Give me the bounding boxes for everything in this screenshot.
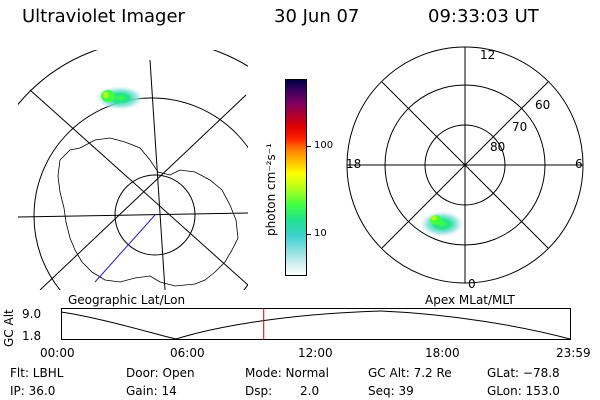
colorbar-unit-label: photon cm⁻²s⁻¹ [264, 143, 278, 236]
apex-polar-map [346, 46, 584, 284]
time-label: 09:33:03 UT [428, 6, 539, 27]
info-gcalt: GC Alt: 7.2 Re [368, 366, 452, 380]
antarctica-coastline [57, 137, 239, 287]
altitude-curve [60, 310, 571, 340]
apex-label-lat-80: 80 [490, 140, 506, 154]
colorbar [285, 79, 307, 276]
altitude-timeline [60, 308, 571, 340]
apex-label-mlt-12: 12 [480, 48, 496, 62]
instrument-title: Ultraviolet Imager [22, 6, 185, 27]
apex-panel-label: Apex MLat/MLT [425, 293, 515, 307]
timeline-ymin: 1.8 [22, 329, 42, 343]
geo-meridian [149, 59, 166, 290]
colorbar-tick-10 [306, 234, 311, 235]
geo-parallel [18, 212, 248, 218]
colorbar-tick-100 [306, 146, 311, 147]
apex-diag-2 [381, 81, 549, 249]
timeline-tick-0600: 06:00 [170, 346, 205, 360]
geo-diag-2 [39, 94, 247, 290]
info-door: Door: Open [126, 366, 195, 380]
geo-diag-1 [29, 89, 248, 286]
timeline-ymax: 9.0 [22, 307, 42, 321]
apex-label-lat-70: 70 [512, 120, 528, 134]
apex-label-mlt-6: 6 [575, 157, 583, 171]
apex-label-mlt-0: 0 [468, 277, 476, 291]
geo-outer-circle [18, 50, 248, 106]
timeline-tick-0000: 00:00 [40, 346, 75, 360]
date-label: 30 Jun 07 [274, 6, 360, 27]
timeline-tick-1800: 18:00 [425, 346, 460, 360]
timeline-tick-1200: 12:00 [298, 346, 333, 360]
apex-aurora-spot [420, 211, 464, 237]
timeline-tick-2359: 23:59 [556, 346, 591, 360]
info-seq: Seq: 39 [368, 384, 414, 398]
colorbar-label-100: 100 [314, 140, 334, 151]
info-gain: Gain: 14 [126, 384, 177, 398]
info-glat: GLat: −78.8 [487, 366, 560, 380]
info-flt: Flt: LBHL [10, 366, 64, 380]
info-mode: Mode: Normal [245, 366, 329, 380]
colorbar-label-10: 10 [314, 228, 327, 239]
apex-label-lat-60: 60 [535, 98, 551, 112]
info-dsp-value: 2.0 [300, 384, 320, 398]
geographic-map [18, 50, 248, 290]
geo-track-line [94, 214, 156, 283]
info-ip: IP: 36.0 [10, 384, 56, 398]
apex-label-mlt-18: 18 [346, 157, 362, 171]
info-glon: GLon: 153.0 [487, 384, 560, 398]
geo-panel-label: Geographic Lat/Lon [68, 293, 186, 307]
timeline-ylabel: GC Alt [2, 309, 16, 347]
info-dsp-label: Dsp: [245, 384, 273, 398]
